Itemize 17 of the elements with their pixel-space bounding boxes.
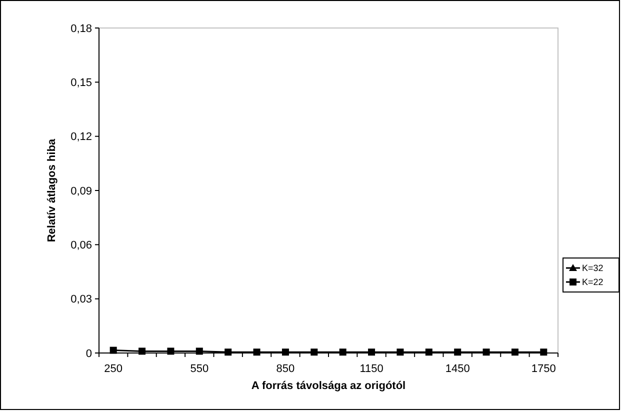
y-tick-label: 0,12	[70, 131, 92, 144]
x-axis-title: A forrás távolsága az origótól	[251, 380, 406, 392]
x-tick-label: 1750	[531, 363, 556, 375]
x-tick-label: 550	[190, 363, 209, 375]
legend-label: K=32	[582, 263, 604, 274]
x-tick-label: 1150	[360, 363, 384, 375]
y-axis-title: Relatív átlagos hiba	[46, 138, 58, 242]
y-tick-label: 0	[86, 348, 92, 360]
legend-label: K=22	[582, 277, 604, 288]
x-tick-label: 250	[104, 363, 123, 375]
y-tick-label: 0,18	[70, 22, 92, 35]
y-tick-label: 0,06	[70, 240, 92, 252]
y-tick-label: 0,15	[70, 77, 92, 90]
x-tick-label: 1450	[445, 363, 470, 375]
y-tick-label: 0,09	[70, 185, 92, 198]
x-tick-label: 850	[276, 363, 295, 375]
y-tick-label: 0,03	[70, 294, 92, 306]
